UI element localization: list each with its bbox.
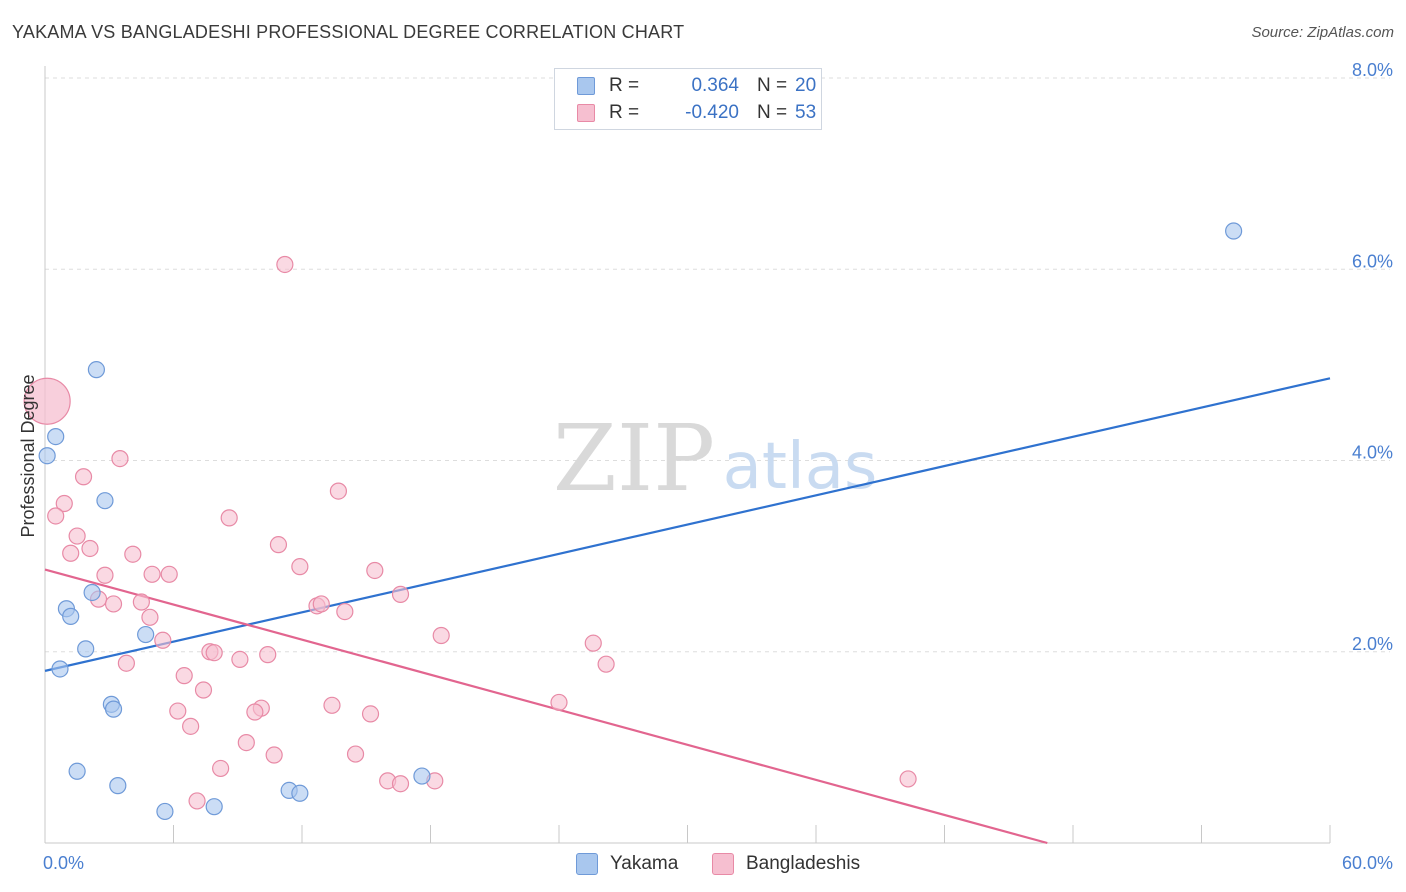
- bottom-legend-label-bangladeshis: Bangladeshis: [746, 853, 861, 874]
- legend-n-value: 20: [795, 75, 817, 96]
- chart-title: YAKAMA VS BANGLADESHI PROFESSIONAL DEGRE…: [12, 22, 685, 42]
- watermark-atlas: atlas: [723, 430, 878, 504]
- point-bangladeshis-1: [276, 255, 294, 274]
- point-bangladeshis-13: [291, 558, 309, 576]
- point-bangladeshis-49: [391, 775, 410, 793]
- trend-lines: [44, 377, 1331, 845]
- point-bangladeshis-45: [265, 746, 283, 764]
- point-bangladeshis-23: [312, 595, 330, 613]
- point-bangladeshis-9: [269, 536, 288, 554]
- point-bangladeshis-32: [231, 650, 249, 669]
- point-bangladeshis-26: [154, 631, 172, 649]
- legend-n-label: N =: [757, 75, 788, 96]
- point-bangladeshis-46: [346, 745, 365, 763]
- legend-swatch-yakama: [577, 77, 595, 95]
- point-yakama-1: [47, 427, 65, 446]
- point-bangladeshis-12: [124, 545, 142, 563]
- point-bangladeshis-44: [237, 733, 255, 752]
- point-bangladeshis-35: [175, 667, 193, 685]
- point-bangladeshis-28: [584, 634, 602, 652]
- point-yakama-3: [96, 492, 114, 510]
- point-bangladeshis-41: [169, 702, 187, 720]
- point-bangladeshis-36: [194, 681, 213, 699]
- bottom-legend-label-yakama: Yakama: [610, 853, 679, 874]
- legend-r-label: R =: [609, 75, 640, 96]
- point-yakama-9: [137, 625, 155, 644]
- point-yakama-0: [38, 447, 56, 465]
- trend-line-bangladeshis: [44, 568, 1048, 845]
- point-yakama-12: [68, 762, 86, 780]
- x-tick-label-1: 60.0%: [1342, 853, 1393, 873]
- point-bangladeshis-43: [182, 717, 200, 735]
- point-bangladeshis-5: [55, 494, 73, 513]
- point-yakama-4: [83, 583, 101, 602]
- point-bangladeshis-14: [366, 561, 384, 580]
- point-bangladeshis-6: [47, 507, 65, 525]
- point-yakama-17: [291, 784, 309, 802]
- source-credit: Source: ZipAtlas.com: [1251, 24, 1394, 41]
- point-bangladeshis-2: [111, 449, 129, 468]
- point-yakama-6: [62, 607, 80, 625]
- y-axis-label: Professional Degree: [18, 374, 38, 537]
- legend-r-value: 0.364: [691, 75, 739, 96]
- point-yakama-19: [1225, 222, 1243, 240]
- point-yakama-18: [413, 767, 431, 785]
- point-bangladeshis-20: [104, 595, 123, 613]
- y-tick-label-2: 6.0%: [1352, 251, 1393, 271]
- point-bangladeshis-31: [259, 646, 277, 664]
- point-bangladeshis-0: [23, 377, 71, 425]
- point-bangladeshis-7: [220, 509, 238, 527]
- point-bangladeshis-40: [246, 703, 264, 721]
- point-bangladeshis-38: [323, 696, 341, 714]
- x-tick-label-0: 0.0%: [43, 853, 84, 873]
- legend-n-label: N =: [757, 102, 788, 123]
- point-bangladeshis-8: [68, 527, 86, 545]
- point-bangladeshis-25: [141, 608, 159, 626]
- legend: R = 0.364 N = 20 R = -0.420 N = 53: [554, 68, 822, 130]
- point-yakama-13: [109, 777, 127, 795]
- legend-r-label: R =: [609, 102, 640, 123]
- data-points: [23, 222, 1243, 821]
- point-bangladeshis-30: [205, 644, 223, 662]
- point-bangladeshis-37: [550, 693, 568, 712]
- point-bangladeshis-34: [597, 655, 615, 673]
- point-bangladeshis-52: [188, 792, 206, 810]
- watermark-zip: ZIP: [553, 405, 715, 512]
- legend-r-value: -0.420: [685, 102, 739, 123]
- point-yakama-2: [87, 361, 106, 379]
- point-bangladeshis-24: [336, 602, 354, 621]
- point-bangladeshis-11: [62, 544, 80, 562]
- point-bangladeshis-16: [143, 565, 161, 583]
- point-bangladeshis-27: [432, 626, 450, 645]
- bottom-legend-swatch-bangladeshis: [712, 853, 734, 875]
- point-bangladeshis-47: [212, 759, 230, 778]
- y-tick-label-3: 8.0%: [1352, 60, 1393, 80]
- trend-line-yakama: [44, 377, 1331, 672]
- point-bangladeshis-21: [132, 593, 150, 611]
- y-tick-label-1: 4.0%: [1352, 443, 1393, 463]
- point-bangladeshis-17: [160, 565, 178, 583]
- point-bangladeshis-18: [391, 585, 410, 603]
- bottom-legend-swatch-yakama: [576, 853, 598, 875]
- grid-lines: [45, 77, 1390, 653]
- point-yakama-14: [156, 802, 174, 821]
- point-yakama-11: [104, 700, 123, 718]
- point-bangladeshis-10: [81, 539, 99, 558]
- legend-n-value: 53: [795, 102, 817, 123]
- point-bangladeshis-3: [74, 468, 93, 486]
- tick-labels: 2.0% 4.0% 6.0% 8.0% 0.0% 60.0%: [43, 60, 1393, 873]
- watermark: ZIP atlas: [553, 405, 877, 512]
- point-bangladeshis-42: [361, 705, 380, 723]
- point-bangladeshis-15: [96, 566, 114, 584]
- point-bangladeshis-4: [329, 482, 348, 500]
- y-tick-label-0: 2.0%: [1352, 634, 1393, 654]
- legend-swatch-bangladeshis: [577, 104, 595, 122]
- point-bangladeshis-33: [117, 654, 135, 672]
- point-yakama-15: [205, 798, 223, 816]
- point-bangladeshis-51: [899, 770, 917, 788]
- point-yakama-7: [77, 640, 95, 658]
- point-yakama-8: [51, 660, 69, 678]
